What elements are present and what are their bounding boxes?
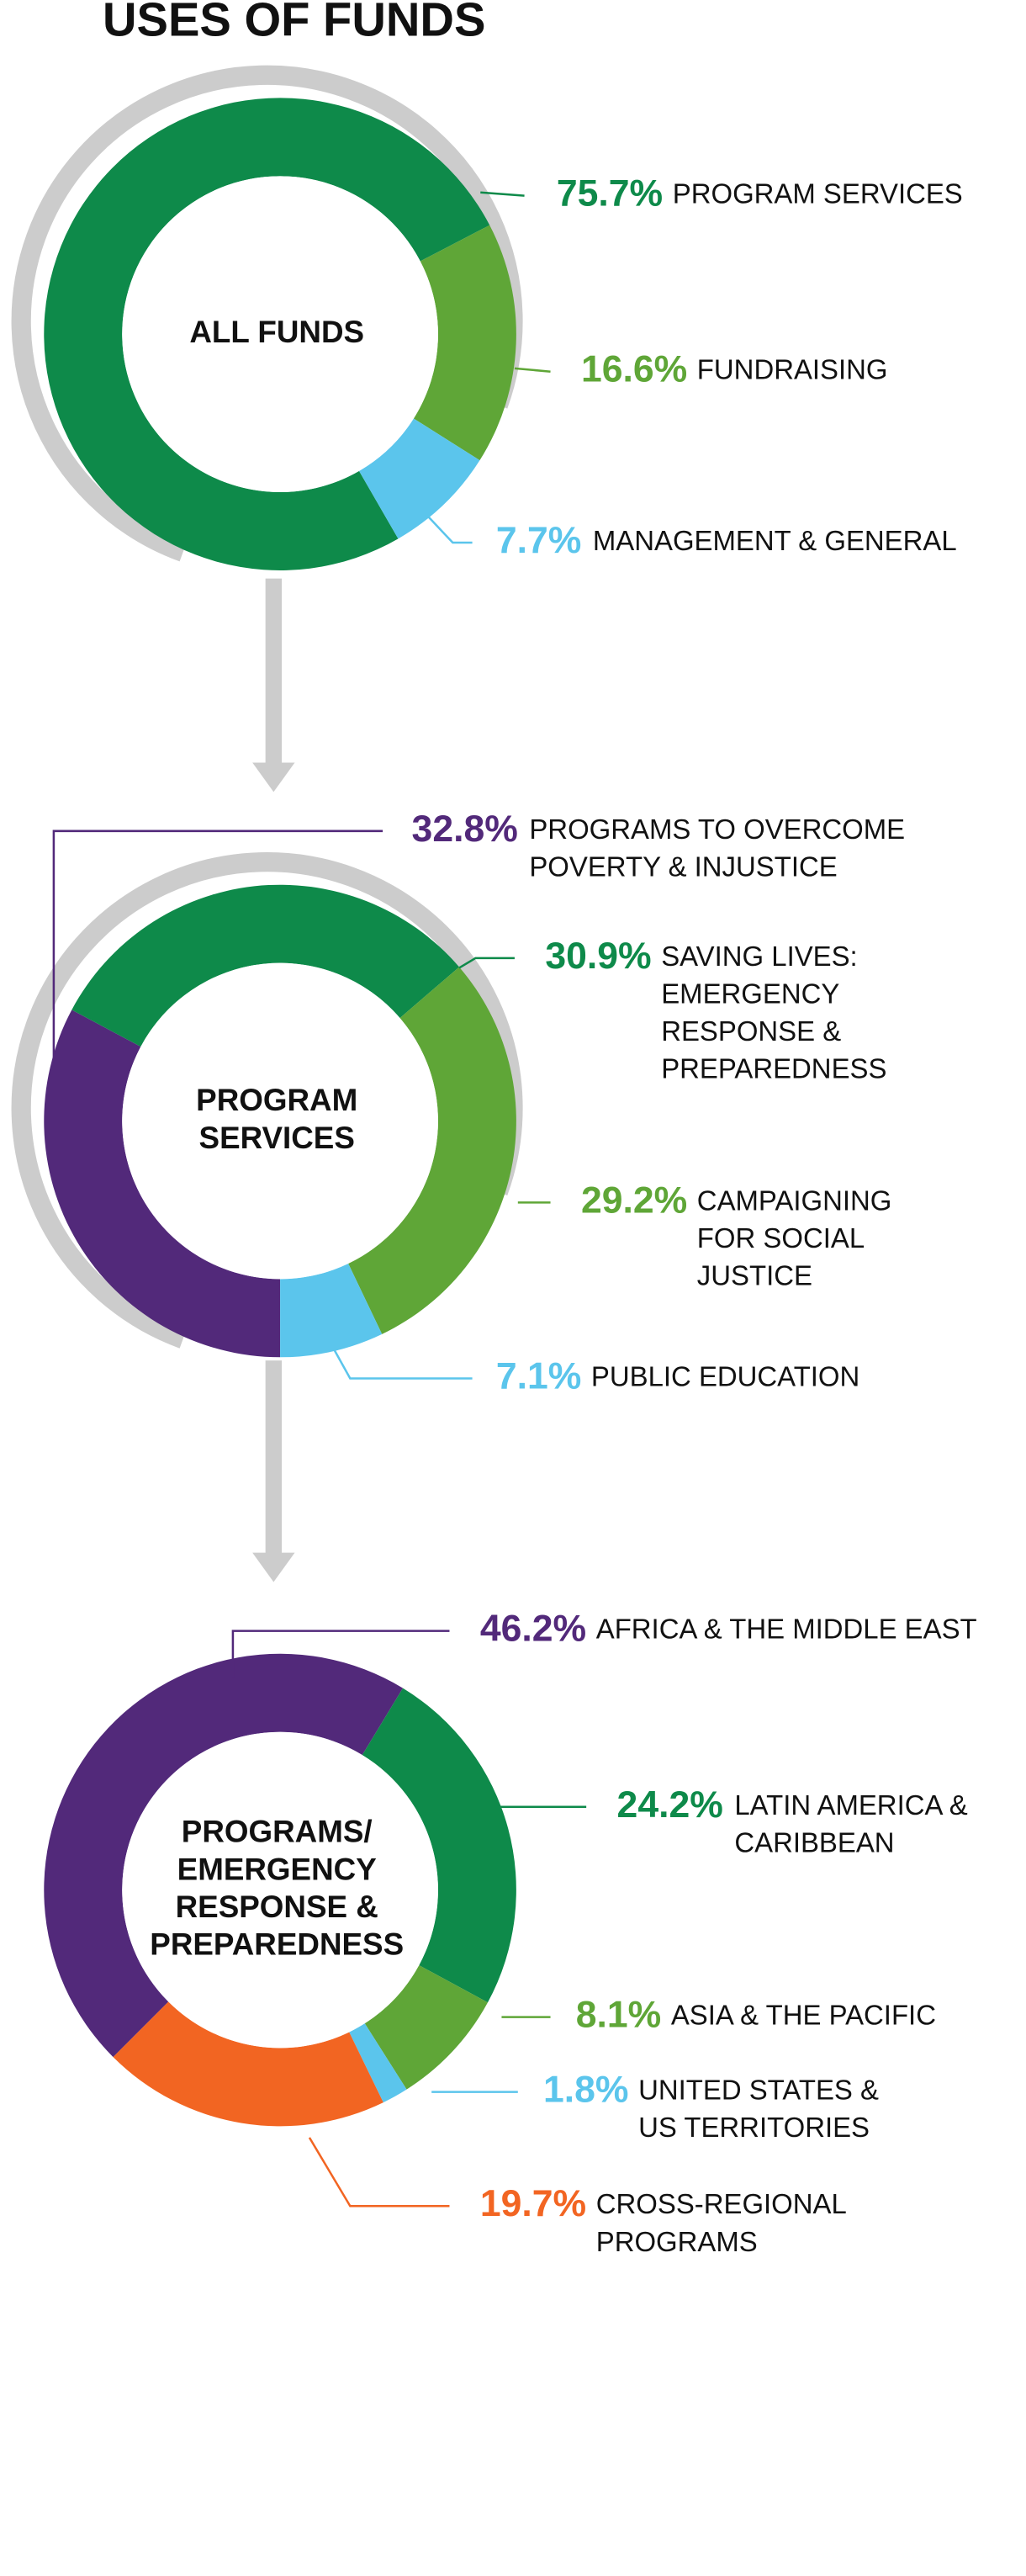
value-label: 1.8% [543,2069,628,2110]
value-label: 75.7% [557,172,663,214]
donut-slice [44,98,490,570]
decor-ring [11,852,523,1349]
donut-hole [122,1731,438,2049]
leader-line [514,367,551,373]
value-label: 24.2% [617,1784,723,1826]
donut-slice [348,967,516,1334]
donut-slice [44,1010,281,1358]
value-label: 8.1% [576,1994,661,2035]
category-label: PROGRAM SERVICES [673,178,963,209]
leader-line [426,514,473,544]
value-label: 16.6% [581,348,687,390]
donut-slice [44,1653,404,2058]
donut-slice [113,2001,383,2127]
donut-slice [349,2023,407,2103]
donut-slice [280,1263,383,1358]
category-label: CAMPAIGNING FOR SOCIAL JUSTICE [697,1185,892,1291]
decor-ring [11,65,523,562]
value-label: 30.9% [545,936,651,977]
donut-slice [71,884,460,1047]
category-label: FUNDRAISING [697,353,888,384]
page-title: USES OF FUNDS [103,0,485,45]
donut-hole [122,176,438,493]
category-label: ASIA & THE PACIFIC [671,1999,936,2030]
center-label: PROGRAMS/EMERGENCY RESPONSE & PREPAREDNESS [150,1814,404,1961]
value-label: 29.2% [581,1179,687,1221]
leader-line [231,1630,450,1678]
value-label: 19.7% [480,2183,586,2224]
leader-line [52,830,383,1059]
category-label: PROGRAMS TO OVERCOME POVERTY & INJUSTICE [529,814,905,883]
donut-slice [413,225,516,461]
arrow [252,578,295,1582]
value-label: 7.1% [496,1355,581,1397]
donut-slice [364,1964,488,2090]
category-label: CROSS-REGIONAL PROGRAMS [596,2188,847,2257]
donut-slice [359,418,480,539]
value-label: 32.8% [412,808,518,850]
center-label: ALL FUNDS [189,315,364,349]
value-label: 7.7% [496,520,581,561]
category-label: MANAGEMENT & GENERAL [593,525,957,556]
donut-hole [122,962,438,1280]
value-label: 46.2% [480,1608,586,1649]
center-label: PROGRAM SERVICES [196,1083,357,1155]
category-label: PUBLIC EDUCATION [591,1360,859,1391]
leader-line [308,2137,450,2208]
leader-line [332,1349,473,1380]
category-label: AFRICA & THE MIDDLE EAST [596,1613,977,1644]
category-label: SAVING LIVES: EMERGENCY RESPONSE & PREPARED… [661,941,886,1084]
leader-line [458,957,515,969]
donut-slice [362,1688,516,2003]
leader-line [480,191,525,197]
category-label: LATIN AMERICA & CARIBBEAN [734,1789,967,1858]
category-label: UNITED STATES & US TERRITORIES [638,2074,879,2143]
